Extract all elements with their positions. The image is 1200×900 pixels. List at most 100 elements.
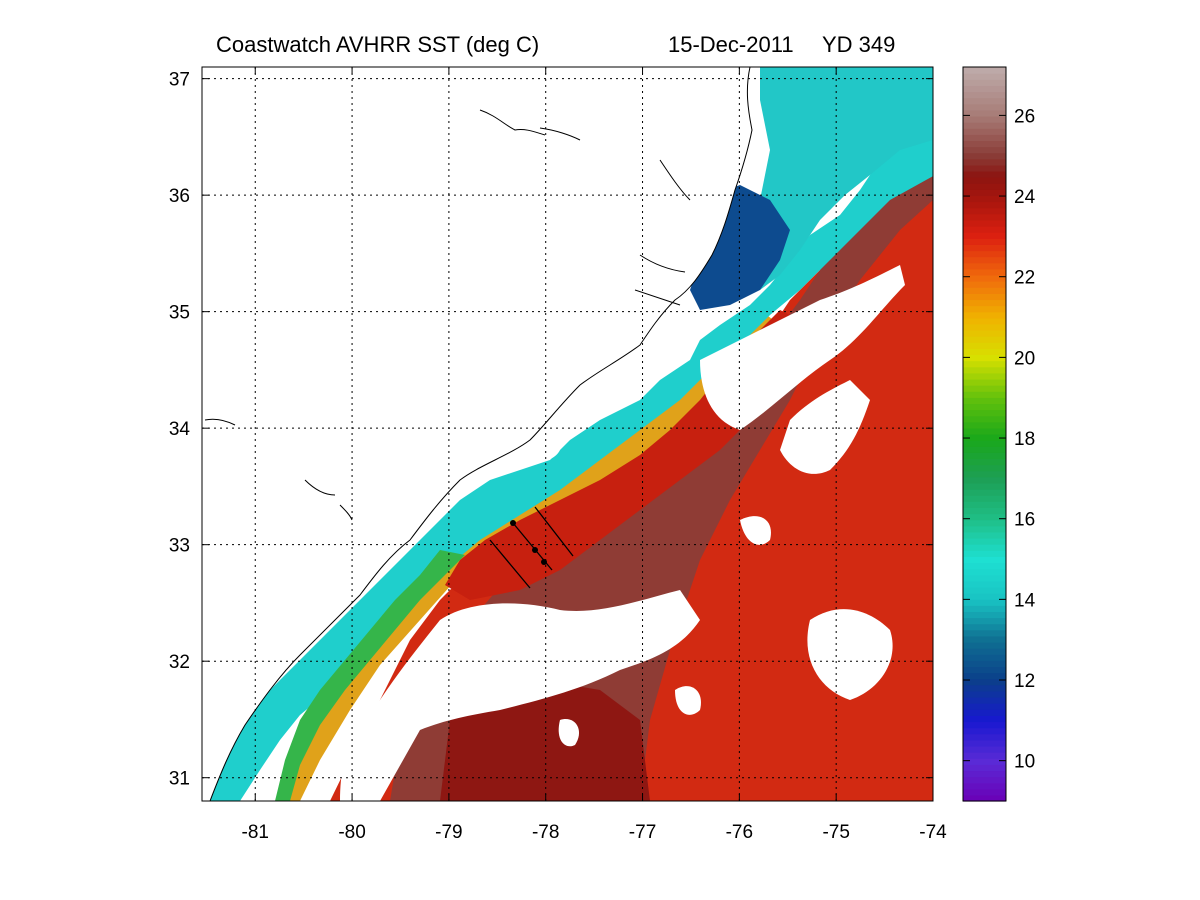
colorbar-segment bbox=[963, 232, 1006, 239]
longitude-tick-label: -81 bbox=[242, 822, 269, 843]
colorbar-segment bbox=[963, 495, 1006, 502]
colorbar-segment bbox=[963, 115, 1006, 123]
colorbar-segment bbox=[963, 336, 1006, 343]
colorbar-segment bbox=[963, 550, 1006, 557]
colorbar-segment bbox=[963, 348, 1006, 356]
colorbar-segment bbox=[963, 274, 1006, 282]
colorbar-segment bbox=[963, 109, 1006, 117]
colorbar-segment bbox=[963, 709, 1006, 716]
inland-waterway bbox=[204, 418, 236, 426]
colorbar-segment bbox=[963, 219, 1006, 227]
colorbar-segment bbox=[963, 654, 1006, 661]
colorbar-segment bbox=[963, 158, 1006, 166]
colorbar-segment bbox=[963, 501, 1006, 508]
colorbar-tick-label: 14 bbox=[1014, 590, 1036, 611]
colorbar-segment bbox=[963, 244, 1006, 252]
cloud-mask bbox=[807, 609, 893, 700]
colorbar-segment bbox=[963, 739, 1006, 747]
colorbar-segment bbox=[963, 470, 1006, 478]
colorbar-segment bbox=[963, 67, 1006, 74]
colorbar-segment bbox=[963, 544, 1006, 551]
colorbar-segment bbox=[963, 605, 1006, 612]
colorbar-tick-label: 24 bbox=[1014, 187, 1036, 208]
colorbar-segment bbox=[963, 79, 1006, 86]
colorbar-segment bbox=[963, 342, 1006, 349]
map-panel[interactable]: -81 -80 -79 -78 -77 -76 -75 -74 31 32 33 34 35 36 37 bbox=[169, 66, 947, 843]
colorbar-segment bbox=[963, 213, 1006, 221]
longitude-tick-label: -74 bbox=[919, 822, 947, 843]
colorbar-segment bbox=[963, 697, 1006, 704]
cloud-mask bbox=[675, 686, 701, 715]
colorbar-segment bbox=[963, 189, 1006, 197]
colorbar-segment bbox=[963, 537, 1006, 545]
colorbar-segment bbox=[963, 513, 1006, 521]
latitude-tick-label: 35 bbox=[169, 303, 190, 324]
latitude-tick-label: 34 bbox=[169, 419, 191, 440]
colorbar-segment bbox=[963, 330, 1006, 337]
colorbar-segment bbox=[963, 226, 1006, 233]
colorbar-ticks bbox=[963, 114, 1006, 762]
colorbar-segment bbox=[963, 128, 1006, 135]
map-title: Coastwatch AVHRR SST (deg C) bbox=[216, 32, 539, 57]
colorbar-segment bbox=[963, 525, 1006, 533]
cloud-mask bbox=[340, 590, 700, 801]
colorbar-segment bbox=[963, 648, 1006, 655]
colorbar: 10 12 14 16 18 20 22 24 26 bbox=[962, 66, 1036, 802]
colorbar-segment bbox=[963, 262, 1006, 270]
colorbar-segment bbox=[963, 170, 1006, 178]
inland-waterway bbox=[304, 479, 353, 521]
colorbar-segment bbox=[963, 623, 1006, 631]
map-yearday: YD 349 bbox=[822, 32, 895, 57]
colorbar-segment bbox=[963, 770, 1006, 778]
colorbar-segment bbox=[963, 85, 1006, 93]
colorbar-segment bbox=[963, 385, 1006, 392]
colorbar-segment bbox=[963, 666, 1006, 674]
cloud-mask bbox=[780, 380, 870, 474]
longitude-tick-label: -75 bbox=[822, 822, 849, 843]
colorbar-segment bbox=[963, 629, 1006, 637]
inland-waterway bbox=[634, 159, 691, 306]
colorbar-segment bbox=[963, 164, 1006, 172]
sst-field bbox=[202, 67, 933, 801]
longitude-tick-label: -80 bbox=[338, 822, 365, 843]
map-gridlines bbox=[202, 67, 933, 801]
colorbar-tick-label: 18 bbox=[1014, 429, 1035, 450]
colorbar-segment bbox=[963, 593, 1006, 600]
colorbar-segment bbox=[963, 489, 1006, 496]
cloud-mask bbox=[740, 516, 771, 545]
land-area bbox=[202, 67, 753, 801]
colorbar-segment bbox=[963, 611, 1006, 619]
cloud-mask bbox=[558, 719, 580, 747]
longitude-tick-label: -77 bbox=[629, 822, 656, 843]
colorbar-segment bbox=[963, 299, 1006, 307]
colorbar-segment bbox=[963, 586, 1006, 594]
latitude-tick-labels: 31 32 33 34 35 36 37 bbox=[169, 70, 191, 790]
colorbar-segment bbox=[963, 599, 1006, 606]
colorbar-segment bbox=[963, 250, 1006, 258]
cloud-mask bbox=[520, 434, 560, 462]
colorbar-segment bbox=[963, 91, 1006, 99]
colorbar-scale bbox=[963, 67, 1006, 802]
colorbar-segment bbox=[963, 440, 1006, 447]
colorbar-segment bbox=[963, 782, 1006, 790]
colorbar-segment bbox=[963, 562, 1006, 570]
colorbar-segment bbox=[963, 764, 1006, 772]
colorbar-tick-labels: 10 12 14 16 18 20 22 24 26 bbox=[1014, 106, 1036, 772]
colorbar-segment bbox=[963, 635, 1006, 643]
colorbar-tick-label: 10 bbox=[1014, 752, 1035, 773]
colorbar-segment bbox=[963, 568, 1006, 576]
colorbar-segment bbox=[963, 366, 1006, 374]
colorbar-segment bbox=[963, 752, 1006, 759]
latitude-tick-label: 31 bbox=[169, 769, 190, 790]
colorbar-segment bbox=[963, 427, 1006, 435]
colorbar-segment bbox=[963, 311, 1006, 319]
colorbar-tick-label: 16 bbox=[1014, 510, 1035, 531]
colorbar-segment bbox=[963, 360, 1006, 368]
shelf-water bbox=[210, 121, 933, 801]
colorbar-segment bbox=[963, 715, 1006, 723]
colorbar-segment bbox=[963, 458, 1006, 466]
colorbar-segment bbox=[963, 134, 1006, 141]
colorbar-segment bbox=[963, 354, 1006, 362]
colorbar-tick-label: 22 bbox=[1014, 268, 1035, 289]
